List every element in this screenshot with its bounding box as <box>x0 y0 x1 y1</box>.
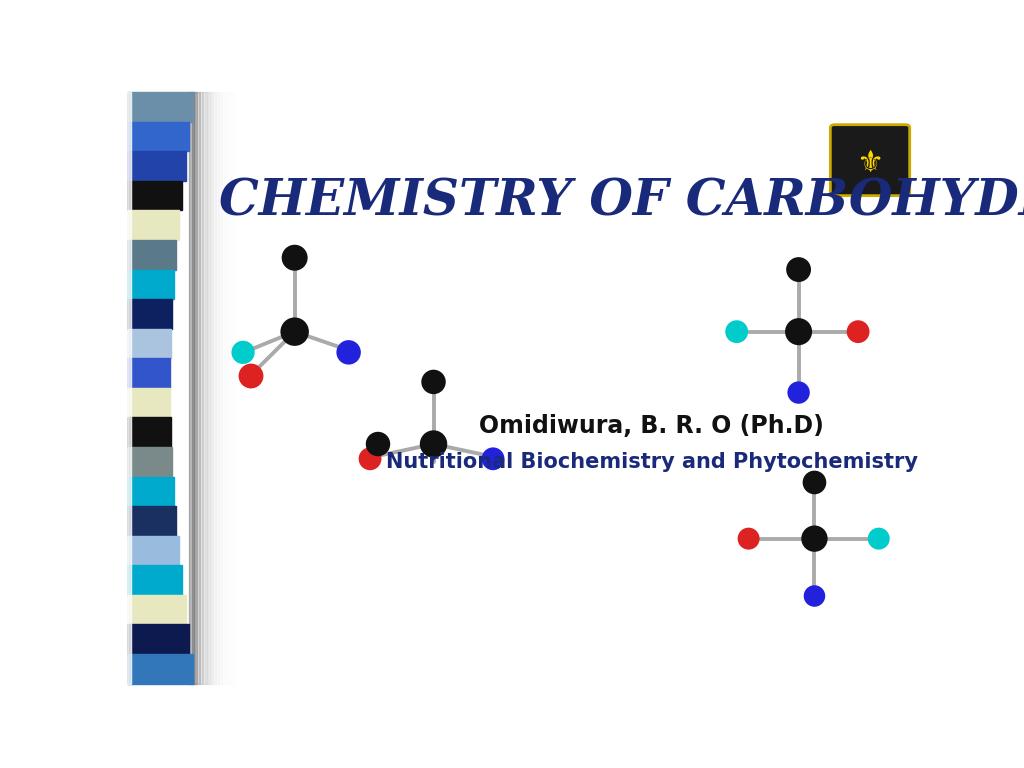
Bar <box>128 536 179 565</box>
Point <box>791 263 807 276</box>
Bar <box>128 92 131 684</box>
Bar <box>128 92 131 684</box>
Bar <box>128 418 171 447</box>
Bar <box>128 92 131 684</box>
Point <box>806 532 822 545</box>
Bar <box>128 181 182 210</box>
Point <box>425 438 441 450</box>
Bar <box>208 92 213 684</box>
Bar <box>128 654 194 684</box>
Text: ⚜: ⚜ <box>856 149 884 177</box>
Bar <box>128 92 131 684</box>
Text: CHEMISTRY OF CARBOHYDRATES: CHEMISTRY OF CARBOHYDRATES <box>219 178 1024 227</box>
Bar <box>128 329 171 358</box>
Bar <box>128 92 131 684</box>
Point <box>370 438 386 450</box>
Bar <box>230 92 236 684</box>
Bar <box>128 388 170 418</box>
Bar <box>128 358 170 388</box>
Bar <box>189 92 194 684</box>
Bar <box>205 92 210 684</box>
Bar <box>214 92 219 684</box>
Point <box>485 452 502 465</box>
Point <box>791 326 807 338</box>
Point <box>728 326 744 338</box>
Bar <box>128 151 185 181</box>
Bar <box>128 92 131 684</box>
Bar <box>128 565 182 595</box>
Bar <box>128 92 131 684</box>
Point <box>361 452 378 465</box>
Bar <box>128 506 176 536</box>
Bar <box>128 92 131 684</box>
Bar <box>128 240 176 270</box>
Text: Omidiwura, B. R. O (Ph.D): Omidiwura, B. R. O (Ph.D) <box>479 414 824 439</box>
Bar <box>128 210 179 240</box>
Point <box>870 532 887 545</box>
Bar <box>128 92 131 684</box>
Bar <box>128 624 189 654</box>
Point <box>287 326 303 338</box>
Bar <box>128 447 172 476</box>
FancyBboxPatch shape <box>830 124 909 196</box>
Text: Nutritional Biochemistry and Phytochemistry: Nutritional Biochemistry and Phytochemis… <box>386 452 918 472</box>
Bar <box>202 92 207 684</box>
Bar <box>128 92 131 684</box>
Bar <box>211 92 216 684</box>
Bar <box>224 92 228 684</box>
Bar <box>128 595 185 624</box>
Point <box>234 346 251 359</box>
Point <box>806 590 822 602</box>
Point <box>425 376 441 388</box>
Bar <box>128 92 194 121</box>
Bar <box>128 300 172 329</box>
Bar <box>128 92 131 684</box>
Bar <box>218 92 222 684</box>
Point <box>243 370 259 382</box>
Point <box>791 386 807 399</box>
Bar <box>199 92 204 684</box>
Bar <box>233 92 239 684</box>
Bar <box>128 270 174 300</box>
Bar <box>221 92 225 684</box>
Bar <box>128 121 189 151</box>
Point <box>850 326 866 338</box>
Bar <box>128 92 131 684</box>
Bar <box>128 92 131 684</box>
Bar <box>128 92 131 684</box>
Bar <box>196 92 201 684</box>
Bar <box>128 477 174 506</box>
Bar <box>227 92 232 684</box>
Bar <box>128 92 131 684</box>
Point <box>806 476 822 488</box>
Point <box>340 346 356 359</box>
Point <box>287 252 303 264</box>
Point <box>740 532 757 545</box>
Bar <box>193 92 197 684</box>
